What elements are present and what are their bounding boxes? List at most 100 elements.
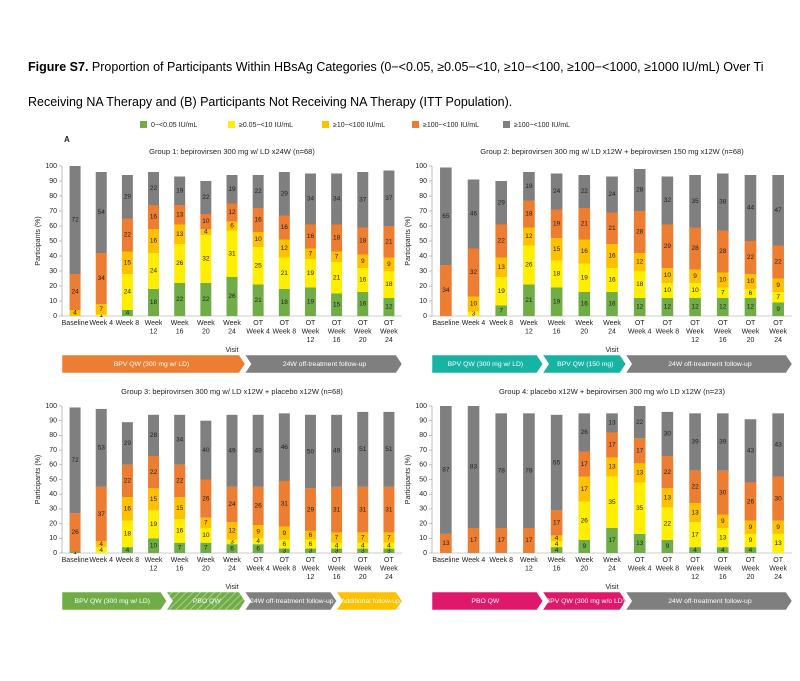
bar-segment [121, 310, 133, 316]
bar-segment [95, 172, 107, 253]
bar-segment [495, 181, 508, 225]
value-label: 1 [99, 312, 103, 319]
value-label: 10 [470, 301, 478, 308]
bar-segment [121, 422, 133, 465]
bar-segment [278, 539, 290, 549]
value-label: 34 [98, 275, 106, 282]
bar-segment [578, 208, 591, 240]
phase-label: BPV QW (150 mg) [557, 361, 613, 368]
value-label: 16 [176, 528, 184, 535]
x-tick-label: 20 [202, 328, 210, 335]
value-label: 22 [747, 254, 755, 261]
value-label: 49 [255, 448, 263, 455]
value-label: 4 [693, 547, 697, 554]
bar-segment [121, 218, 133, 252]
x-tick-label: Baseline [432, 557, 459, 564]
bar-segment [550, 535, 563, 542]
value-label: 10 [747, 278, 755, 285]
value-label: 15 [176, 505, 184, 512]
value-label: 18 [150, 299, 158, 306]
phase-label: Additional follow-up [341, 598, 400, 605]
phase-arrow [244, 591, 337, 611]
value-label: 35 [691, 198, 699, 205]
x-tick-label: 24 [608, 565, 616, 572]
value-label: 32 [202, 256, 210, 263]
value-label: 32 [664, 197, 672, 204]
value-label: 16 [608, 253, 616, 260]
y-tick-label: 80 [419, 432, 427, 439]
bar-segment [252, 175, 264, 208]
bar-segment [744, 274, 757, 289]
x-tick-label: OT [332, 320, 342, 327]
value-label: 78 [498, 467, 506, 474]
bar-segment [716, 298, 729, 316]
value-label: 39 [691, 439, 699, 446]
x-tick-label: Week [380, 565, 398, 572]
value-label: 9 [256, 528, 260, 535]
value-label: 54 [98, 209, 106, 216]
value-label: 12 [385, 304, 393, 311]
value-label: 10 [202, 532, 210, 539]
value-label: 13 [636, 540, 644, 547]
value-label: 4 [749, 547, 753, 554]
bar-segment [226, 175, 238, 204]
panel-label: A [64, 135, 70, 144]
y-tick-label: 30 [419, 268, 427, 275]
bar-segment [578, 451, 591, 477]
value-label: 13 [498, 264, 506, 271]
bar-segment [278, 526, 290, 540]
value-label: 19 [150, 521, 158, 528]
x-tick-label: Week [171, 320, 189, 327]
bar-segment [633, 463, 646, 483]
bar-segment [744, 298, 757, 316]
bar-segment [148, 289, 160, 316]
value-label: 21 [608, 225, 616, 232]
value-label: 18 [333, 235, 341, 242]
x-tick-label: OT [279, 320, 289, 327]
value-label: 26 [747, 498, 755, 505]
value-label: 7 [204, 545, 208, 552]
value-label: 17 [636, 448, 644, 455]
y-tick-label: 0 [53, 313, 57, 320]
value-label: 19 [553, 220, 561, 227]
value-label: 7 [335, 253, 339, 260]
bar-segment [633, 533, 646, 553]
bar-segment [226, 486, 238, 523]
value-label: 72 [71, 457, 79, 464]
value-label: 26 [71, 529, 79, 536]
y-axis-label: Participants (%) [405, 455, 412, 504]
y-axis-label: Participants (%) [405, 216, 412, 265]
value-label: 9 [776, 282, 780, 289]
chart-title: Group 4: placebo x12W + bepirovirsen 300… [499, 387, 725, 396]
bar-segment [467, 406, 480, 529]
value-label: 4 [361, 542, 365, 549]
y-tick-label: 100 [45, 403, 57, 410]
figure-header: Figure S7. Proportion of Participants Wi… [28, 50, 800, 120]
value-label: 34 [442, 287, 450, 294]
y-tick-label: 90 [419, 178, 427, 185]
bar-segment [633, 169, 646, 211]
bar-segment [278, 480, 290, 527]
bar-segment [331, 542, 343, 549]
y-tick-label: 40 [49, 491, 57, 498]
bar-segment [550, 547, 563, 553]
value-label: 9 [387, 261, 391, 268]
value-label: 29 [124, 440, 132, 447]
x-tick-label: 12 [691, 337, 699, 344]
bar-segment [278, 289, 290, 316]
x-tick-label: 24 [774, 337, 782, 344]
x-tick-label: Week [603, 320, 621, 327]
value-label: 51 [385, 446, 393, 453]
x-tick-label: OT [253, 557, 263, 564]
bar-segment [550, 414, 563, 511]
bar-segment [69, 407, 81, 514]
bar-segment [495, 224, 508, 258]
y-tick-label: 30 [49, 268, 57, 275]
x-tick-label: 24 [608, 328, 616, 335]
x-tick-label: Week 4 [462, 320, 486, 327]
bar-segment [689, 470, 701, 504]
value-label: 10 [255, 236, 263, 243]
x-tick-label: OT [663, 320, 673, 327]
bar-segment [226, 539, 238, 545]
